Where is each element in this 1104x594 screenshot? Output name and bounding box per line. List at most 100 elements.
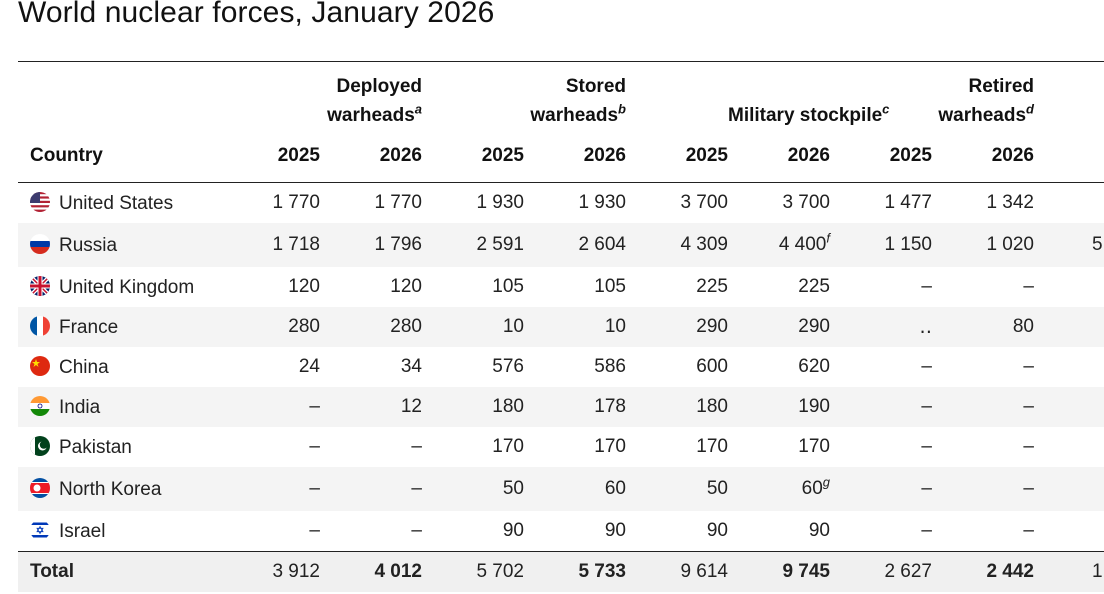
- value-cell: 170: [696, 436, 728, 457]
- north-korea-flag-icon: [30, 477, 50, 498]
- value-cell: 290: [728, 307, 830, 347]
- value-cell: 586: [594, 356, 626, 377]
- footnote-marker: f: [826, 230, 830, 246]
- value-cell: 170: [594, 436, 626, 457]
- value-cell: 1 796: [320, 223, 422, 267]
- total-label: Total: [18, 551, 218, 592]
- value-cell: 3 700: [782, 192, 830, 213]
- country-cell: France: [18, 307, 218, 347]
- country-cell: United States: [18, 183, 218, 224]
- value-cell: –: [1023, 436, 1034, 457]
- value-cell: –: [1023, 520, 1034, 541]
- value-cell: 5: [1034, 223, 1104, 267]
- value-cell: [1034, 467, 1104, 511]
- value-cell: 225: [798, 276, 830, 297]
- group-header-military-stockpile: Military stockpilec: [728, 61, 889, 130]
- value-cell: 1 718: [218, 223, 320, 267]
- country-cell: Israel: [18, 511, 218, 552]
- value-cell: –: [921, 520, 932, 541]
- country-cell: Pakistan: [18, 427, 218, 467]
- israel-flag-icon: [30, 519, 50, 540]
- value-cell: 3 700: [680, 192, 728, 213]
- value-cell: [1034, 267, 1104, 307]
- value-cell: 1 477: [884, 192, 932, 213]
- value-cell: [1034, 183, 1104, 224]
- value-cell: [1034, 307, 1104, 347]
- country-cell: India: [18, 387, 218, 427]
- value-cell: 2 604: [524, 223, 626, 267]
- group-header-deployed: Deployed warheadsa: [320, 61, 422, 130]
- value-cell: 190: [728, 387, 830, 427]
- country-name: Israel: [59, 520, 106, 542]
- value-cell: –: [411, 436, 422, 457]
- total-value-cell: 2 442: [932, 551, 1034, 592]
- value-cell: 1 150: [830, 223, 932, 267]
- value-cell: –: [921, 276, 932, 297]
- total-row: Total 3 912 4 012 5 702 5 733 9 614 9 745 2 627…: [18, 551, 1104, 592]
- value-cell: 2 591: [422, 223, 524, 267]
- value-cell: –: [1023, 276, 1034, 297]
- value-cell: 4 309: [626, 223, 728, 267]
- value-cell: 24: [298, 356, 320, 377]
- value-cell: –: [218, 467, 320, 511]
- value-cell: –: [309, 436, 320, 457]
- year-header: 2026: [320, 130, 422, 183]
- total-value-cell: 5 702: [422, 551, 524, 592]
- total-value-cell: 2 627: [830, 551, 932, 592]
- russia-flag-icon: [30, 233, 50, 254]
- value-cell: 576: [492, 356, 524, 377]
- year-header: 2025: [218, 130, 320, 183]
- value-cell: 50: [422, 467, 524, 511]
- country-name: Pakistan: [59, 436, 132, 458]
- value-cell: 80: [932, 307, 1034, 347]
- value-cell: 1 770: [374, 192, 422, 213]
- total-value-cell: 5 733: [524, 551, 626, 592]
- value-cell: 1 342: [986, 192, 1034, 213]
- value-cell: 120: [288, 276, 320, 297]
- table-row: France 280 280 10 10 290 290 ‥ 80: [18, 307, 1104, 347]
- year-header: 2025: [626, 130, 728, 183]
- country-name: Russia: [59, 234, 118, 256]
- total-value-cell: 9 614: [626, 551, 728, 592]
- value-cell: [1034, 387, 1104, 427]
- value-cell: 180: [626, 387, 728, 427]
- table-row: Pakistan – – 170 170 170 170 – –: [18, 427, 1104, 467]
- table-row: North Korea – –50 60 50 60g – –: [18, 467, 1104, 511]
- year-header: 2025: [830, 130, 932, 183]
- country-name: United States: [59, 192, 174, 214]
- value-cell: 290: [626, 307, 728, 347]
- table-row: India –12 180 178 180 190– –: [18, 387, 1104, 427]
- value-cell: 60: [524, 467, 626, 511]
- value-cell: 105: [594, 276, 626, 297]
- value-cell: 120: [390, 276, 422, 297]
- country-name: North Korea: [59, 478, 162, 500]
- value-cell: 1 930: [578, 192, 626, 213]
- china-flag-icon: [30, 355, 50, 376]
- india-flag-icon: [30, 395, 50, 416]
- table-row: United Kingdom 120 120 105 105 225 225 – –: [18, 267, 1104, 307]
- country-name: China: [59, 356, 109, 378]
- country-cell: North Korea: [18, 467, 218, 511]
- value-cell: 1 020: [932, 223, 1034, 267]
- value-cell: –: [320, 467, 422, 511]
- country-name: United Kingdom: [59, 276, 195, 298]
- value-cell: –: [309, 520, 320, 541]
- value-cell: –: [921, 356, 932, 377]
- footnote-marker: g: [822, 474, 830, 490]
- value-cell: 34: [400, 356, 422, 377]
- total-value-cell: 1: [1034, 551, 1104, 592]
- value-cell: ‥: [830, 307, 932, 347]
- year-header: 2026: [524, 130, 626, 183]
- value-cell: 10: [524, 307, 626, 347]
- group-header-stored: Stored warheadsb: [524, 61, 626, 130]
- value-cell: 280: [218, 307, 320, 347]
- value-cell: [1034, 347, 1104, 387]
- value-cell: [1034, 511, 1104, 552]
- value-cell: 180: [422, 387, 524, 427]
- country-column-header: Country: [18, 130, 218, 183]
- value-cell: 12: [320, 387, 422, 427]
- value-cell: [1034, 427, 1104, 467]
- total-value-cell: 3 912: [218, 551, 320, 592]
- value-cell: –: [932, 387, 1034, 427]
- value-cell: 60g: [728, 467, 830, 511]
